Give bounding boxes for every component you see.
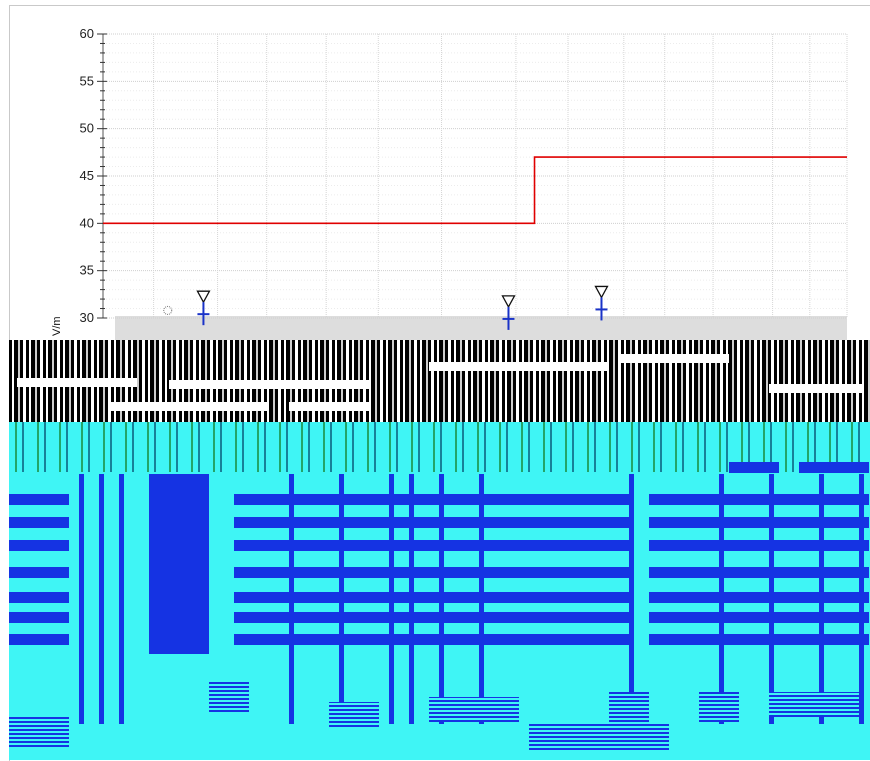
y-tick-label: 45 — [80, 168, 94, 183]
y-tick-label: 40 — [80, 215, 94, 230]
noise-bar — [234, 634, 634, 645]
noise-bar — [9, 540, 69, 551]
y-tick-label: 50 — [80, 121, 94, 136]
noise-bar — [234, 567, 634, 578]
noise-bar — [9, 494, 69, 505]
noise-column — [79, 474, 84, 724]
noise-bar — [649, 517, 869, 528]
y-tick-label: 55 — [80, 73, 94, 88]
noise-texture — [609, 692, 649, 722]
marker-triangle — [594, 285, 609, 299]
noise-bar — [9, 567, 69, 578]
noise-bar — [9, 592, 69, 603]
noise-bar — [619, 354, 729, 363]
noise-texture — [529, 722, 669, 750]
noise-bar — [649, 567, 869, 578]
noise-bar — [109, 402, 269, 411]
noise-column — [119, 474, 124, 724]
y-axis-label: V/m — [51, 316, 63, 336]
y-tick-label: 35 — [80, 263, 94, 278]
noise-bar — [649, 592, 869, 603]
noise-column — [859, 474, 864, 724]
noise-column — [719, 474, 724, 724]
noise-column — [99, 474, 104, 724]
chart-plot: 30 35 40 45 50 55 60 V/m — [51, 26, 848, 346]
limit-line — [103, 156, 847, 225]
noise-bar — [234, 494, 634, 505]
noise-bar — [649, 494, 869, 505]
y-tick-label: 30 — [80, 310, 94, 325]
noise-texture — [429, 697, 519, 722]
noise-column — [409, 474, 414, 724]
corrupted-render-dark — [9, 340, 870, 422]
noise-texture — [9, 717, 69, 747]
noise-column — [819, 474, 824, 724]
noise-bar — [769, 384, 864, 393]
noise-bar — [9, 634, 69, 645]
marker-triangle — [196, 290, 211, 304]
noise-bar — [289, 402, 369, 411]
noise-bar — [799, 462, 869, 473]
marker-triangle — [501, 295, 516, 309]
noise-bar — [234, 517, 634, 528]
noise-column — [339, 474, 344, 724]
noise-column — [629, 474, 634, 724]
noise-bar — [234, 592, 634, 603]
noise-texture — [699, 692, 739, 722]
cursor-artifact — [163, 305, 173, 315]
noise-column — [289, 474, 294, 724]
noise-block — [149, 474, 209, 654]
noise-bar — [9, 517, 69, 528]
noise-bar — [234, 612, 634, 623]
noise-bar — [169, 380, 369, 389]
noise-bar — [649, 634, 869, 645]
noise-column — [769, 474, 774, 724]
noise-bar — [429, 362, 609, 371]
noise-column — [479, 474, 484, 724]
noise-bar — [234, 540, 634, 551]
y-tick-label: 60 — [80, 26, 94, 41]
noise-bar — [9, 612, 69, 623]
noise-bar — [649, 540, 869, 551]
noise-texture — [769, 692, 859, 717]
corrupted-render-cyan — [9, 422, 870, 760]
noise-bar — [649, 612, 869, 623]
noise-column — [389, 474, 394, 724]
corrupted-strip — [9, 422, 870, 472]
noise-column — [439, 474, 444, 724]
noise-bar — [17, 378, 137, 387]
noise-bar — [729, 462, 779, 473]
noise-texture — [329, 702, 379, 727]
noise-texture — [209, 682, 249, 712]
